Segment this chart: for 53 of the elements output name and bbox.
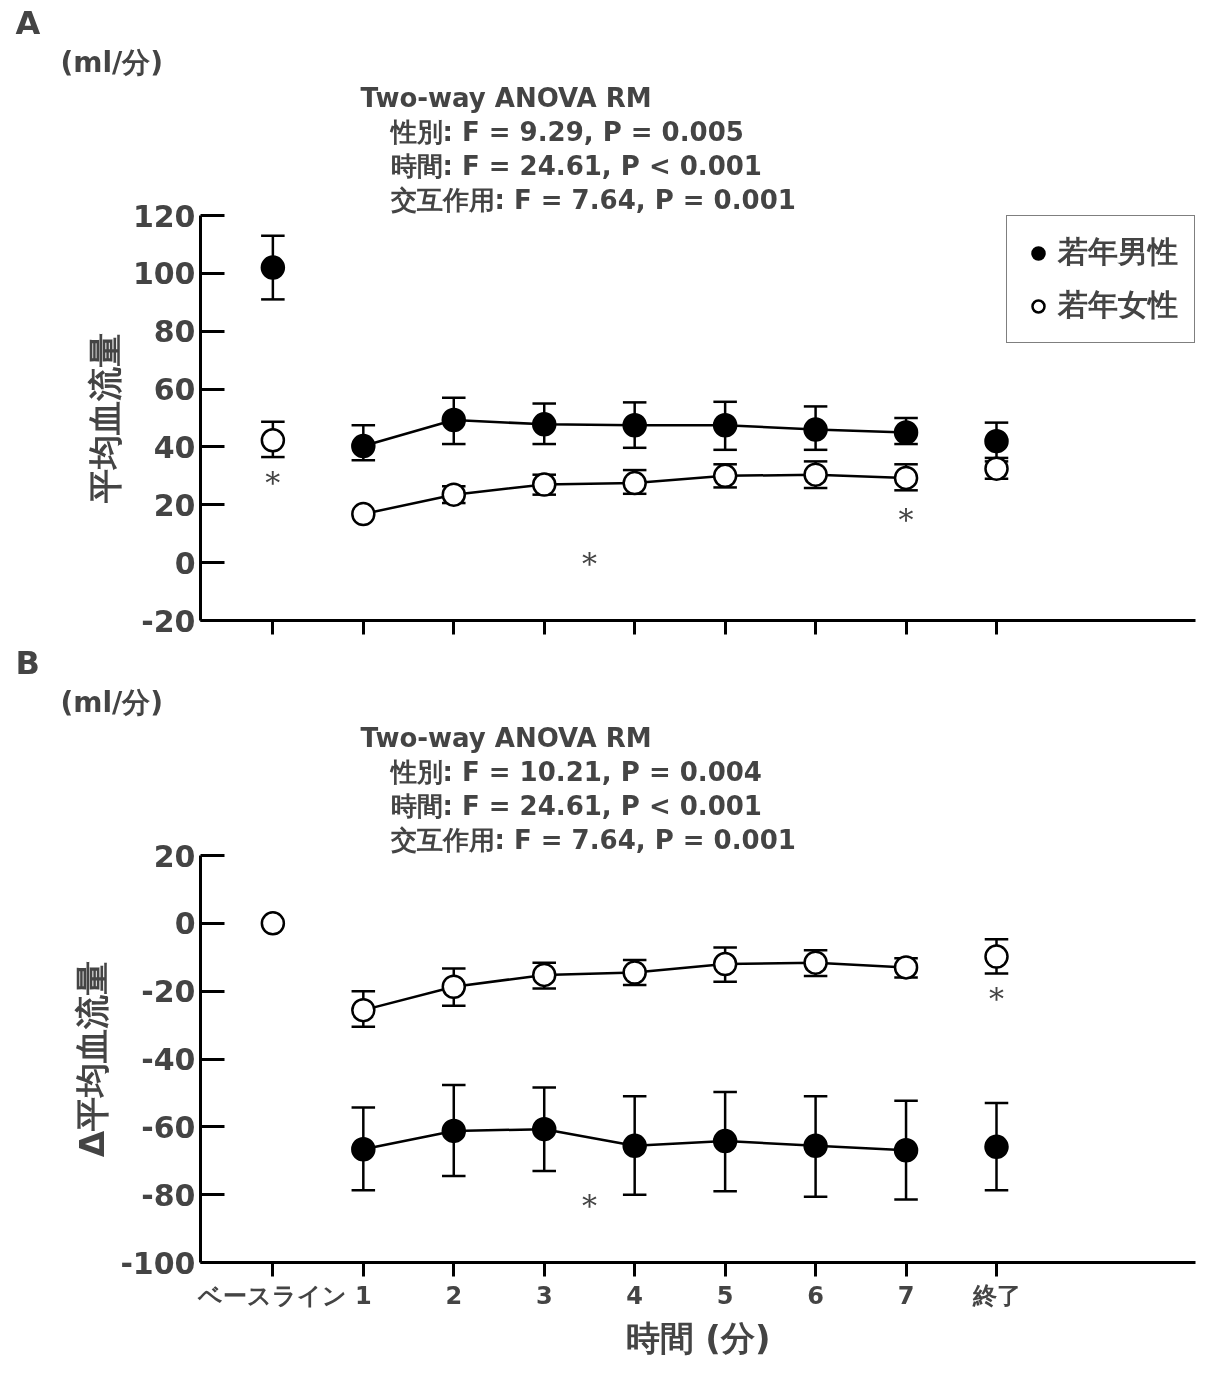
y-tick-label: 120 — [132, 198, 196, 234]
x-tick-label: 6 — [807, 1281, 824, 1310]
text: Two-way ANOVA RM — [360, 722, 652, 753]
y-tick-label: -80 — [141, 1177, 196, 1213]
x-axis-title: 時間 (分) — [625, 1317, 771, 1358]
text: (ml/分) — [60, 45, 164, 79]
y-tick-label: -20 — [141, 974, 196, 1010]
x-tick-label: 3 — [535, 1281, 553, 1310]
y-tick-label: -60 — [141, 1109, 196, 1145]
y-tick-label: 20 — [153, 838, 196, 874]
text: 時間: F = 24.61, P < 0.001 — [390, 150, 762, 181]
x-tick-label: 1 — [354, 1281, 372, 1310]
legend-label: 若年男性 — [1058, 233, 1178, 271]
text: Two-way ANOVA RM — [360, 82, 652, 113]
x-tick-label: 終了 — [971, 1281, 1021, 1310]
text: 交互作用: F = 7.64, P = 0.001 — [389, 184, 796, 215]
y-tick-label: -100 — [120, 1245, 196, 1281]
legend-label: 若年女性 — [1058, 286, 1178, 324]
y-tick-label: -40 — [141, 1042, 196, 1077]
point — [351, 433, 376, 459]
chart-title: A — [15, 3, 41, 42]
x-tick-label: 5 — [716, 1281, 734, 1310]
point — [712, 413, 738, 438]
text: (ml/分) — [60, 685, 164, 719]
y-tick-label: 0 — [174, 906, 196, 942]
y-tick-label: 0 — [174, 545, 196, 581]
text: 交互作用: F = 7.64, P = 0.001 — [389, 824, 796, 855]
point — [351, 501, 376, 527]
y-tick-label: -20 — [141, 603, 196, 639]
text: 性別: F = 10.21, P = 0.004 — [388, 756, 762, 787]
annotation: * — [989, 981, 1004, 1017]
point — [622, 413, 647, 438]
chart-title: B — [15, 643, 40, 682]
x-tick-label: 2 — [445, 1281, 463, 1310]
y-tick-label: 20 — [153, 487, 196, 523]
text: 時間: F = 24.61, P < 0.001 — [390, 790, 762, 821]
y-tick-label: 100 — [132, 256, 196, 292]
annotation: * — [581, 546, 597, 582]
y-axis-title: Δ平均血流量 — [72, 960, 113, 1158]
point — [803, 417, 828, 442]
y-tick-label: 60 — [153, 372, 196, 408]
point — [531, 412, 557, 437]
annotation: * — [898, 502, 914, 538]
x-tick-label: 7 — [897, 1281, 915, 1310]
x-tick-label: 4 — [626, 1281, 644, 1310]
y-tick-label: 80 — [153, 314, 196, 350]
y-tick-label: 40 — [153, 429, 196, 465]
annotation: * — [581, 1188, 597, 1224]
x-tick-label: ベースライン — [197, 1281, 348, 1310]
point — [441, 407, 467, 433]
annotation: * — [265, 464, 281, 500]
y-axis-title: 平均血流量 — [84, 333, 125, 504]
text: 性別: F = 9.29, P = 0.005 — [388, 116, 744, 147]
